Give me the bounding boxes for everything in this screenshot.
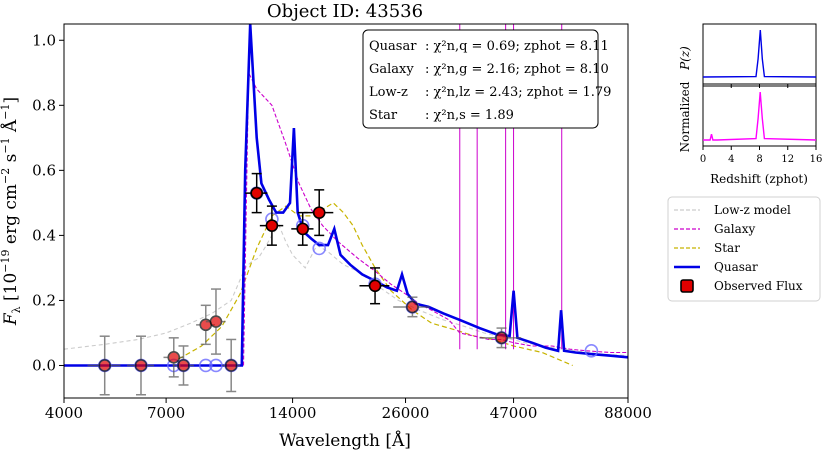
observed-flux-marker (368, 279, 382, 293)
pz-x-tick-label: 16 (810, 154, 823, 165)
x-tick-label: 14000 (269, 404, 317, 422)
observed-flux-point (221, 338, 241, 393)
pz-x-tick-label: 0 (700, 154, 706, 165)
legend-label: Galaxy (714, 222, 756, 236)
x-tick-label: 47000 (490, 404, 538, 422)
observed-flux-marker (312, 206, 326, 219)
observed-flux-point (393, 296, 430, 318)
x-tick-label: 26000 (382, 404, 430, 422)
fit-stats-frame (362, 29, 599, 129)
observed-flux-point (303, 189, 334, 237)
legend-frame (667, 196, 821, 302)
pz-xlabel: Redshift (zphot) (710, 172, 808, 186)
observed-flux-point (291, 211, 314, 246)
series-star (178, 202, 573, 367)
fit-row-stat: : χ²n,s = 1.89 (425, 108, 514, 123)
observed-flux-marker (495, 331, 508, 345)
legend: Low-z model Galaxy Star Quasar Observed Flux (667, 196, 821, 302)
y-tick-label: 0.0 (32, 356, 56, 374)
main-y-ticks: 0.0 0.2 0.4 0.6 0.8 1.0 (32, 31, 64, 374)
pz-panel-label: P(z) (678, 46, 692, 71)
observed-flux-marker (134, 359, 148, 372)
y-axis-label: Fλ [10−19 erg cm−2 s−1 Å−1] (0, 97, 23, 326)
fit-row-stat: : χ²n,g = 2.16; zphot = 8.10 (425, 62, 609, 77)
series-low-z-model (64, 224, 628, 357)
quasar-model-flux-point (584, 344, 599, 358)
observed-flux-point (127, 335, 154, 396)
observed-flux-marker (296, 222, 310, 236)
main-x-ticks: 4000 7000 14000 26000 47000 88000 (45, 398, 652, 422)
observed-flux-point (245, 172, 268, 214)
observed-flux-point (259, 205, 284, 246)
observed-flux-point (359, 267, 390, 305)
pz-ylabel: Normalized (678, 81, 692, 152)
chart-title: Object ID: 43536 (267, 1, 423, 22)
y-tick-label: 0.6 (32, 161, 56, 179)
observed-flux-marker (98, 359, 112, 372)
pz-x-tick-label: 4 (728, 154, 734, 165)
observed-flux-point (163, 337, 184, 378)
pz-x-tick-label: 12 (781, 154, 794, 165)
main-plot-frame (63, 23, 629, 399)
observed-flux-marker (177, 359, 190, 372)
main-plot-points (87, 172, 599, 396)
fit-row-stat: : χ²n,lz = 2.43; zphot = 1.79 (425, 85, 611, 100)
fit-row-name: Galaxy (369, 62, 414, 77)
observed-flux-point (87, 335, 121, 396)
x-axis-label: Wavelength [Å] (279, 430, 411, 451)
fit-row-name: Quasar (369, 39, 417, 54)
x-tick-label: 88000 (604, 404, 652, 422)
x-tick-label: 4000 (45, 404, 83, 422)
legend-label: Quasar (714, 260, 758, 274)
quasar-model-flux-point (312, 241, 327, 256)
legend-label: Observed Flux (714, 279, 803, 293)
y-tick-label: 0.8 (32, 96, 56, 114)
y-axis-label-text: Fλ [10−19 erg cm−2 s−1 Å−1] (0, 97, 23, 326)
observed-flux-marker (209, 315, 223, 328)
observed-flux-point (172, 345, 194, 386)
pz-x-tick-label: 8 (756, 154, 762, 165)
y-tick-label: 0.4 (32, 226, 56, 244)
y-tick-label: 1.0 (32, 31, 56, 49)
legend-marker (680, 279, 694, 293)
pz-series-quasar (703, 29, 816, 78)
fit-stats-box: Quasar : χ²n,q = 0.69; zphot = 8.11 Galaxy… (362, 29, 611, 129)
fit-row-stat: : χ²n,q = 0.69; zphot = 8.11 (425, 39, 609, 54)
fit-row-name: Star (369, 108, 398, 123)
y-tick-label: 0.2 (32, 291, 56, 309)
x-tick-label: 7000 (147, 404, 185, 422)
fit-row-name: Low-z (369, 85, 408, 100)
observed-flux-marker (265, 219, 279, 232)
observed-flux-point (479, 327, 522, 349)
legend-label: Low-z model (714, 203, 791, 217)
observed-flux-marker (406, 300, 419, 314)
observed-flux-marker (250, 186, 263, 200)
observed-flux-marker (224, 359, 238, 372)
quasar-model-flux-point (198, 358, 213, 373)
observed-flux-point (205, 288, 226, 355)
pz-series-galaxy (703, 91, 816, 141)
observed-flux-marker (167, 351, 181, 364)
pz-panels: 0 4 8 12 16 P(z) Normalized Redshift (zphot) (678, 23, 823, 186)
legend-label: Star (714, 241, 740, 255)
